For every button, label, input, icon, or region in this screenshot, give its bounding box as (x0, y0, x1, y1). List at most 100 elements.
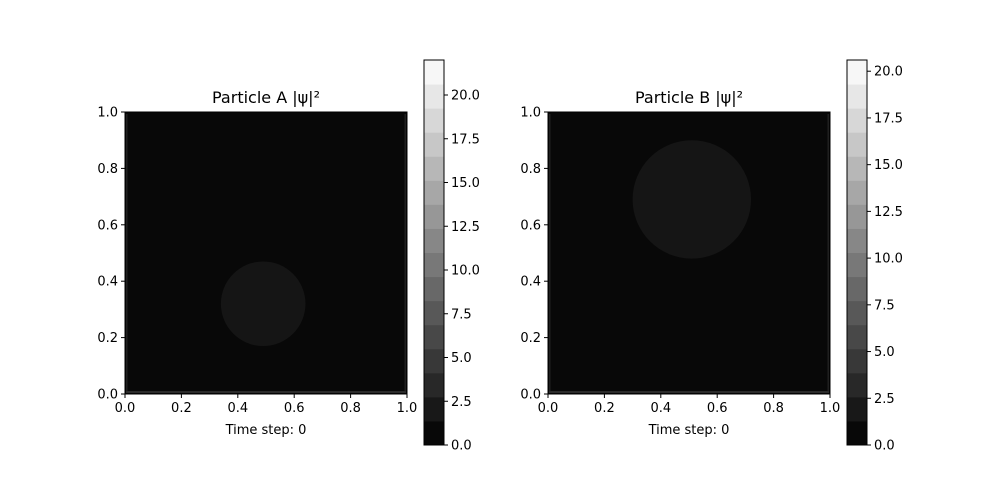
heatmap-edge (827, 114, 829, 392)
colorbar-segment (424, 132, 444, 157)
colorbar-tick-label: 0.0 (451, 439, 472, 454)
colorbar-tick-label: 12.5 (451, 220, 480, 235)
x-axis-ticks: 0.0 0.2 0.4 0.6 0.8 1.0 (538, 394, 841, 416)
colorbar-tick-label: 17.5 (874, 111, 903, 126)
colorbar-tick-label: 10.0 (451, 264, 480, 279)
x-tick-label: 0.8 (763, 401, 784, 416)
chart-title: Particle B |ψ|² (635, 88, 743, 107)
heatmap-edge (404, 114, 406, 392)
panel-particle-b: Particle B |ψ|² 0.0 0.2 0.4 0.6 0.8 1.0 0.00.… (520, 59, 903, 454)
colorbar-segment (424, 108, 444, 133)
heatmap-background (125, 112, 407, 394)
colorbar-tick-label: 0.0 (874, 439, 895, 454)
wave-packet-blob (220, 261, 306, 347)
colorbar-segment (424, 372, 444, 398)
x-tick-label: 0.4 (650, 401, 671, 416)
panel-particle-a: Particle A |ψ|² 0.0 0.2 0.4 0.6 0.8 1.0 0.00.… (97, 59, 480, 454)
axes-frame (124, 111, 408, 395)
colorbar-segment (847, 300, 867, 326)
heatmap-edge (549, 114, 551, 392)
colorbar-segment (424, 324, 444, 350)
colorbar-segment (847, 396, 867, 422)
colorbar-segment (847, 60, 867, 85)
y-tick-label: 0.8 (97, 162, 118, 177)
y-tick-label: 0.2 (97, 331, 118, 346)
colorbar (846, 59, 868, 446)
colorbar-tick-label: 7.5 (874, 298, 895, 313)
y-tick-label: 1.0 (97, 106, 118, 121)
colorbar-ticks: 0.0 2.5 5.0 7.5 10.0 12.5 15.0 17.5 20.0 (867, 65, 903, 454)
colorbar-segment (847, 252, 867, 278)
colorbar-frame (423, 59, 445, 446)
heatmap-edge (549, 391, 829, 393)
colorbar-segment (847, 228, 867, 253)
colorbar-segment (424, 420, 444, 446)
colorbar-tick-label: 2.5 (451, 395, 472, 410)
y-axis-ticks: 0.0 0.2 0.4 0.6 0.8 1.0 (97, 106, 125, 403)
colorbar-segment (424, 300, 444, 326)
colorbar-tick-label: 10.0 (874, 252, 903, 267)
y-tick-label: 0.6 (97, 218, 118, 233)
y-tick-label: 0.0 (97, 388, 118, 403)
colorbar-segment (847, 276, 867, 302)
x-axis-label: Time step: 0 (648, 423, 730, 438)
colorbar-segment (847, 132, 867, 157)
y-tick-label: 0.2 (520, 331, 541, 346)
colorbar-tick-label: 5.0 (874, 345, 895, 360)
colorbar-tick-label: 5.0 (451, 351, 472, 366)
x-tick-label: 0.4 (227, 401, 248, 416)
heatmap-edge (126, 391, 406, 393)
colorbar-segment (847, 372, 867, 398)
heatmap-plot-area (124, 111, 408, 395)
x-tick-label: 1.0 (820, 401, 841, 416)
colorbar-tick-label: 12.5 (874, 205, 903, 220)
wave-packet-blob (632, 140, 752, 259)
colorbar-tick-label: 20.0 (874, 65, 903, 80)
y-tick-label: 0.4 (97, 275, 118, 290)
x-tick-label: 1.0 (397, 401, 418, 416)
x-tick-label: 0.6 (284, 401, 305, 416)
heatmap-plot-area (547, 111, 831, 395)
colorbar-tick-label: 20.0 (451, 89, 480, 104)
colorbar-segment (424, 396, 444, 422)
x-tick-label: 0.6 (707, 401, 728, 416)
colorbar-segment (847, 156, 867, 181)
colorbar-tick-label: 7.5 (451, 307, 472, 322)
colorbar-segment (847, 180, 867, 205)
heatmap-edge (126, 114, 128, 392)
colorbar-segment (847, 348, 867, 374)
colorbar-segment (424, 348, 444, 374)
chart-title: Particle A |ψ|² (212, 88, 320, 107)
colorbar-segment (847, 324, 867, 350)
y-tick-label: 0.0 (520, 388, 541, 403)
colorbar-frame (846, 59, 868, 446)
x-axis-ticks: 0.0 0.2 0.4 0.6 0.8 1.0 (115, 394, 418, 416)
x-tick-label: 0.2 (594, 401, 615, 416)
colorbar-segment (847, 420, 867, 446)
colorbar-ticks: 0.0 2.5 5.0 7.5 10.0 12.5 15.0 17.5 20.0 (444, 89, 480, 454)
x-tick-label: 0.0 (115, 401, 136, 416)
colorbar-segment (424, 180, 444, 205)
colorbar-segment (424, 84, 444, 109)
y-tick-label: 0.6 (520, 218, 541, 233)
colorbar-segment (424, 252, 444, 278)
colorbar-segment (847, 204, 867, 229)
colorbar-segment (424, 60, 444, 85)
colorbar-segment (424, 276, 444, 302)
colorbar-tick-label: 15.0 (451, 176, 480, 191)
x-tick-label: 0.2 (171, 401, 192, 416)
colorbar-segment (424, 228, 444, 253)
colorbar-tick-label: 2.5 (874, 392, 895, 407)
colorbar-segment (424, 204, 444, 229)
x-tick-label: 0.0 (538, 401, 559, 416)
colorbar-segment (424, 156, 444, 181)
axes-frame (547, 111, 831, 395)
y-axis-ticks: 0.0 0.2 0.4 0.6 0.8 1.0 (520, 106, 548, 403)
colorbar (423, 59, 445, 446)
y-tick-label: 1.0 (520, 106, 541, 121)
colorbar-tick-label: 15.0 (874, 158, 903, 173)
colorbar-segment (847, 84, 867, 109)
y-tick-label: 0.8 (520, 162, 541, 177)
colorbar-tick-label: 17.5 (451, 132, 480, 147)
